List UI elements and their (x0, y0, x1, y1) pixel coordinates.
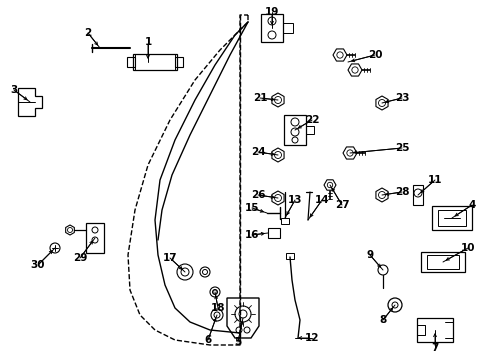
Text: 29: 29 (73, 253, 87, 263)
Text: 14: 14 (314, 195, 328, 205)
Text: 9: 9 (366, 250, 373, 260)
Text: 12: 12 (304, 333, 319, 343)
Text: 10: 10 (460, 243, 474, 253)
Bar (267, 228, 280, 238)
Text: 1: 1 (144, 37, 151, 47)
Text: 26: 26 (250, 190, 264, 200)
Bar (283, 23, 292, 33)
Bar (86, 223, 104, 253)
Text: 27: 27 (334, 200, 348, 210)
Text: 19: 19 (264, 7, 279, 17)
Text: 16: 16 (244, 230, 259, 240)
Text: 24: 24 (250, 147, 265, 157)
Bar (426, 255, 458, 269)
Text: 7: 7 (430, 343, 438, 353)
Bar (416, 318, 452, 342)
Bar (281, 218, 288, 224)
Text: 20: 20 (367, 50, 382, 60)
Text: 17: 17 (163, 253, 177, 263)
Bar (431, 206, 471, 230)
Bar (261, 14, 283, 42)
Text: 13: 13 (287, 195, 302, 205)
Text: 5: 5 (234, 337, 241, 347)
Text: 8: 8 (379, 315, 386, 325)
Text: 23: 23 (394, 93, 408, 103)
Bar (412, 185, 422, 205)
Text: 4: 4 (468, 200, 475, 210)
Text: 11: 11 (427, 175, 441, 185)
Bar (305, 126, 313, 134)
Text: 2: 2 (84, 28, 91, 38)
Text: 28: 28 (394, 187, 408, 197)
Text: 6: 6 (204, 335, 211, 345)
Bar (437, 210, 465, 226)
Bar (133, 54, 177, 70)
Bar (285, 253, 293, 259)
Text: 15: 15 (244, 203, 259, 213)
Text: 18: 18 (210, 303, 225, 313)
Text: 30: 30 (31, 260, 45, 270)
Text: 22: 22 (304, 115, 319, 125)
Bar (127, 57, 135, 67)
Text: 25: 25 (394, 143, 408, 153)
Bar (420, 252, 464, 272)
Text: 21: 21 (252, 93, 267, 103)
Text: 3: 3 (10, 85, 18, 95)
Bar (175, 57, 183, 67)
Bar (284, 115, 305, 145)
